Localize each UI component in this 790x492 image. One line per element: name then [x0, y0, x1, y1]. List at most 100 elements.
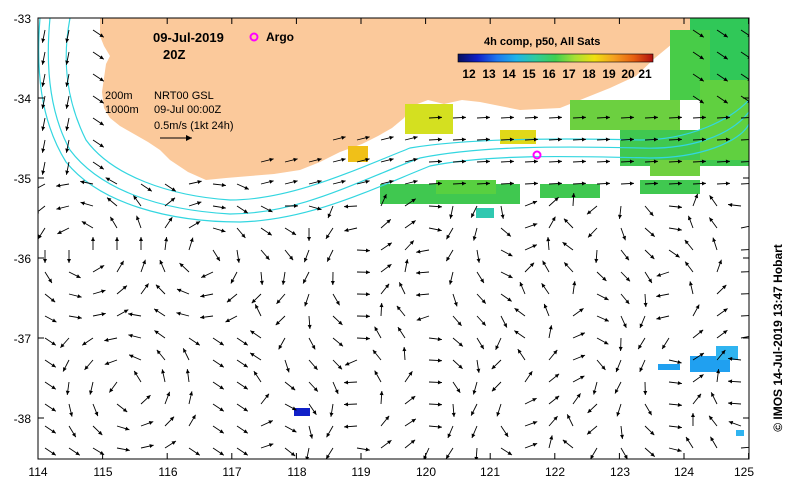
current-vector-head: [650, 452, 655, 457]
current-vector-head: [677, 181, 682, 186]
current-vector-head: [567, 414, 571, 419]
lon-label: 123: [610, 465, 630, 479]
current-vector-head: [616, 411, 621, 417]
current-vector-head: [710, 436, 715, 442]
current-vector-head: [709, 195, 714, 200]
current-vector-head: [344, 424, 349, 429]
current-vector-head: [587, 408, 592, 413]
current-vector-head: [290, 386, 296, 391]
current-vector-head: [43, 259, 47, 263]
current-vector-head: [379, 391, 384, 396]
current-vector-head: [265, 255, 270, 260]
current-vector-head: [579, 375, 585, 380]
current-vector-head: [269, 157, 274, 162]
current-vector-head: [99, 77, 104, 82]
lat-label: -35: [14, 172, 32, 186]
current-vector-head: [601, 365, 606, 370]
current-vector-head: [517, 349, 522, 354]
lat-label: -36: [14, 252, 32, 266]
current-vector-head: [653, 115, 658, 120]
current-vector-head: [548, 325, 553, 330]
current-vector-head: [195, 451, 200, 456]
current-vector-head: [365, 336, 370, 341]
current-vector-head: [750, 445, 754, 449]
current-vector-head: [624, 255, 629, 261]
lon-label: 115: [93, 465, 112, 479]
current-vector-head: [647, 410, 652, 416]
current-vector-head: [509, 181, 514, 186]
current-vector-head: [191, 414, 196, 420]
current-vector-head: [313, 365, 318, 370]
current-vector-head: [725, 115, 730, 120]
current-vector-head: [219, 363, 224, 368]
lat-label: -37: [14, 332, 32, 346]
current-vector-head: [344, 204, 349, 209]
current-vector-head: [749, 224, 753, 228]
current-vector-head: [699, 33, 704, 38]
current-vector-head: [677, 402, 682, 407]
current-vector-head: [677, 159, 682, 164]
current-vector-head: [564, 262, 569, 267]
current-vector-head: [456, 388, 461, 393]
current-vector-head: [437, 227, 442, 232]
current-vector-head: [718, 259, 722, 265]
current-vector-head: [41, 148, 46, 153]
current-vector-head: [603, 340, 609, 345]
argo-legend-label: Argo: [266, 30, 294, 44]
current-vector-head: [650, 232, 655, 237]
current-vector-head: [629, 137, 634, 142]
current-vector-head: [128, 333, 133, 338]
current-vector-head: [581, 137, 586, 142]
current-vector-head: [618, 346, 623, 351]
current-vector-head: [365, 292, 370, 297]
lat-label: -38: [14, 412, 32, 426]
current-vector-head: [226, 298, 232, 303]
current-vector-head: [411, 198, 416, 203]
current-vector-head: [326, 454, 330, 459]
current-vector-head: [687, 215, 692, 221]
current-vector-head: [387, 440, 392, 445]
current-vector-head: [458, 342, 463, 347]
current-vector-head: [289, 255, 294, 261]
current-vector-head: [219, 451, 224, 456]
colorbar-tick: 16: [542, 67, 556, 81]
current-vector-head: [553, 416, 558, 421]
current-vector-head: [345, 361, 350, 366]
current-vector-head: [723, 308, 728, 313]
current-vector-head: [437, 380, 442, 385]
current-vector-head: [586, 210, 592, 215]
current-vector-head: [605, 137, 610, 142]
current-vector-head: [170, 197, 176, 202]
current-vector-head: [123, 309, 129, 314]
current-vector-head: [532, 200, 538, 205]
current-vector-head: [562, 439, 568, 444]
lon-label: 118: [287, 465, 306, 479]
current-vector-head: [80, 201, 85, 206]
current-vector-head: [65, 126, 70, 131]
current-vector: [740, 117, 749, 119]
current-vector-head: [532, 442, 538, 447]
current-vector-head: [51, 363, 56, 368]
current-vector-head: [225, 318, 230, 323]
current-vector-head: [437, 181, 442, 186]
latitude-labels: -33 -34 -35 -36 -37 -38: [14, 12, 32, 426]
current-vector-head: [472, 236, 477, 241]
current-vector-head: [643, 302, 648, 307]
current-vector-head: [677, 227, 682, 232]
current-vector-head: [128, 312, 133, 317]
current-vector-head: [508, 274, 513, 278]
current-vector-head: [396, 305, 401, 311]
current-vector-head: [721, 350, 726, 355]
current-vector-head: [689, 281, 693, 286]
current-vector-head: [648, 278, 652, 284]
current-vector-head: [309, 434, 314, 439]
current-vector-head: [290, 452, 296, 457]
current-vector-head: [649, 211, 654, 216]
current-vector-head: [293, 157, 298, 162]
current-vector-head: [474, 456, 479, 459]
current-vector-head: [699, 353, 704, 357]
current-vector-head: [507, 297, 512, 302]
current-vector-head: [638, 344, 643, 350]
current-vector-head: [219, 385, 224, 390]
current-vector-head: [725, 137, 730, 142]
